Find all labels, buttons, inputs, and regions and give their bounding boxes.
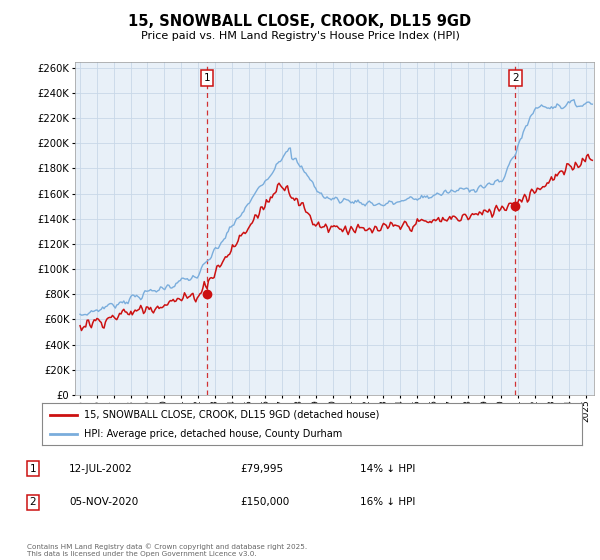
Text: Contains HM Land Registry data © Crown copyright and database right 2025.
This d: Contains HM Land Registry data © Crown c… [27,544,307,557]
Text: 16% ↓ HPI: 16% ↓ HPI [360,497,415,507]
Text: 14% ↓ HPI: 14% ↓ HPI [360,464,415,474]
Text: 1: 1 [203,73,210,83]
Text: £79,995: £79,995 [240,464,283,474]
Text: 12-JUL-2002: 12-JUL-2002 [69,464,133,474]
Text: HPI: Average price, detached house, County Durham: HPI: Average price, detached house, Coun… [84,429,343,439]
Text: 2: 2 [29,497,37,507]
Text: £150,000: £150,000 [240,497,289,507]
Text: Price paid vs. HM Land Registry's House Price Index (HPI): Price paid vs. HM Land Registry's House … [140,31,460,41]
Text: 2: 2 [512,73,519,83]
Text: 15, SNOWBALL CLOSE, CROOK, DL15 9GD (detached house): 15, SNOWBALL CLOSE, CROOK, DL15 9GD (det… [84,409,379,419]
Text: 15, SNOWBALL CLOSE, CROOK, DL15 9GD: 15, SNOWBALL CLOSE, CROOK, DL15 9GD [128,14,472,29]
Text: 05-NOV-2020: 05-NOV-2020 [69,497,138,507]
Text: 1: 1 [29,464,37,474]
